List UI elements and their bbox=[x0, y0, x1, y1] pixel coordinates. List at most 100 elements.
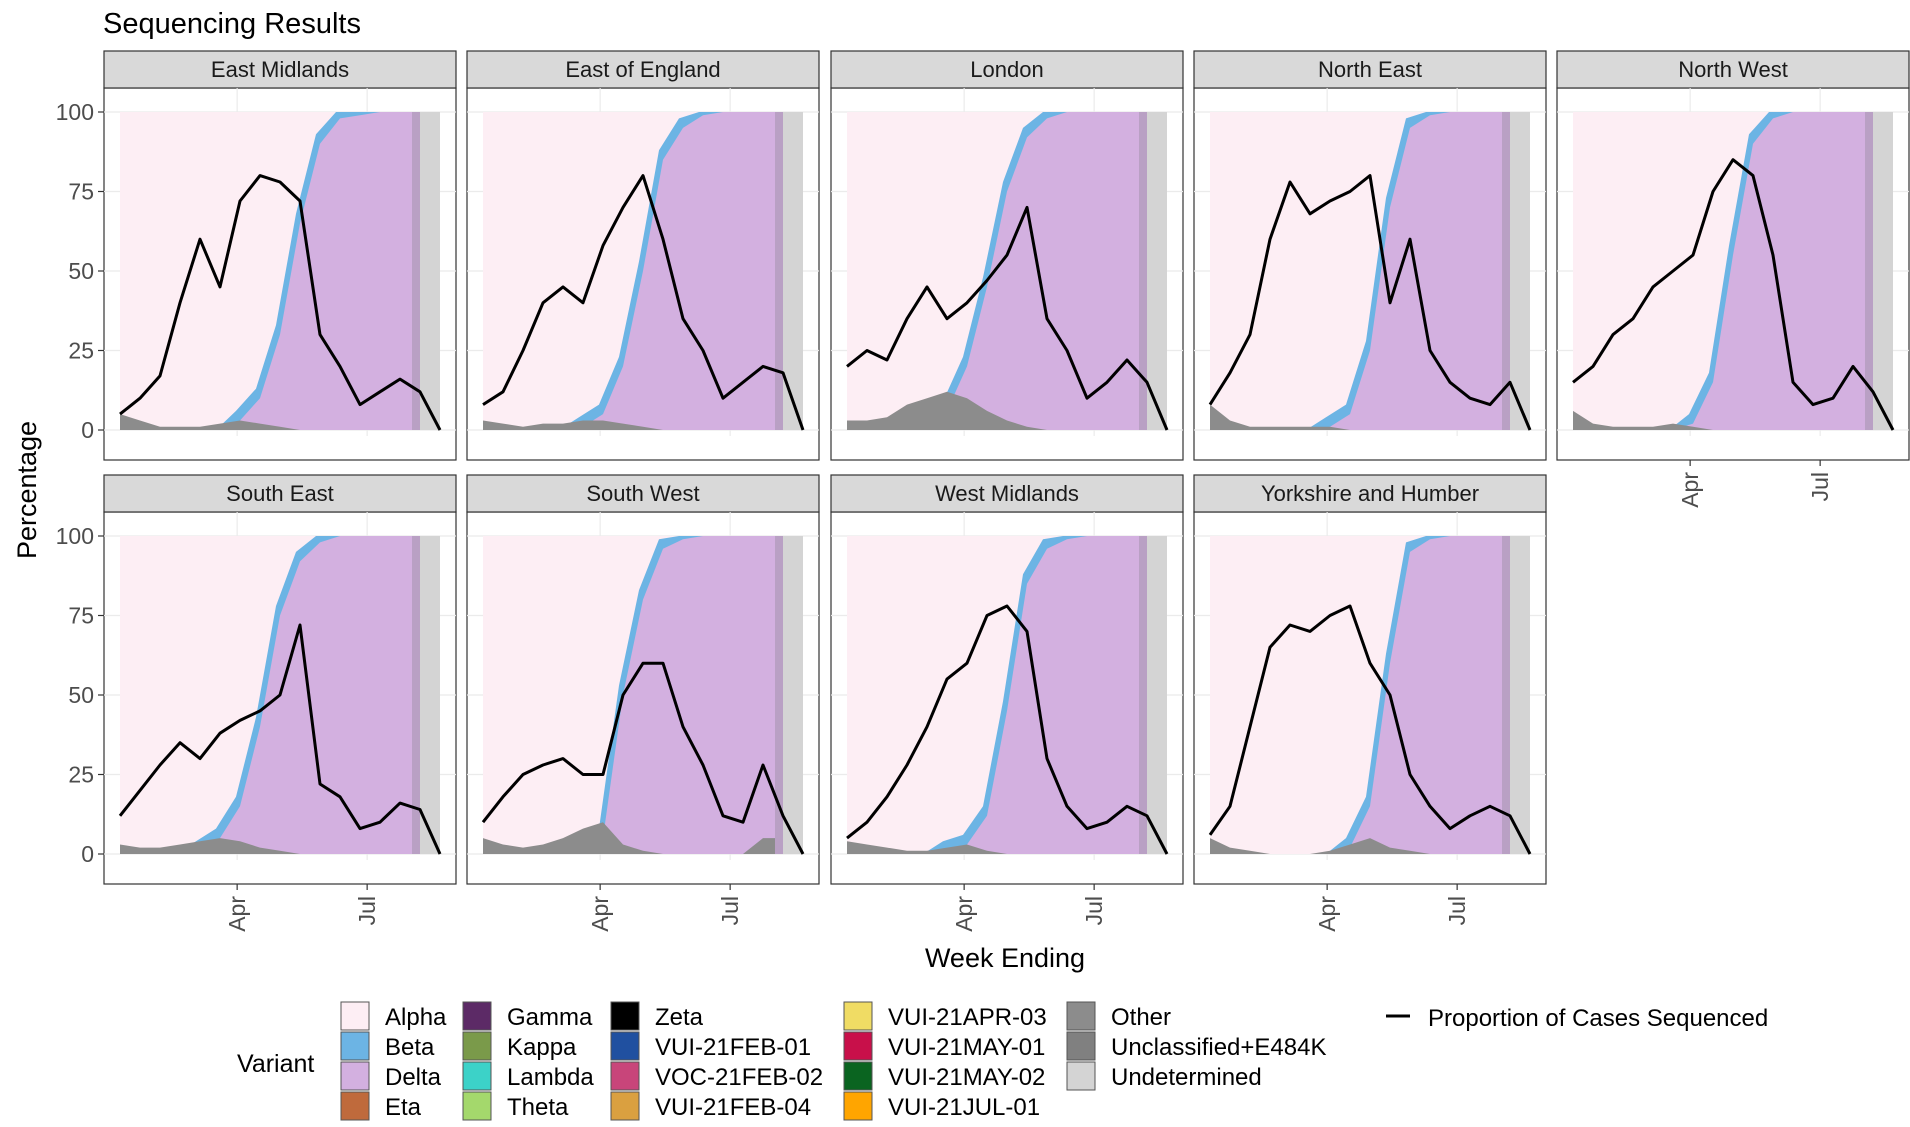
panel-strip-label: London bbox=[970, 57, 1043, 82]
panel-strip-label: North West bbox=[1678, 57, 1788, 82]
other-variant-area bbox=[483, 822, 803, 854]
panel-strip bbox=[830, 50, 1184, 89]
x-tick-label: Jul bbox=[1807, 472, 1833, 501]
legend-label: VUI-21FEB-04 bbox=[655, 1094, 811, 1121]
panel-strip-label: East of England bbox=[565, 57, 720, 82]
x-tick-label: Apr bbox=[951, 896, 977, 932]
legend-label: Other bbox=[1111, 1004, 1171, 1031]
legend-swatch bbox=[462, 1061, 492, 1091]
x-tick-label: Jul bbox=[717, 896, 743, 925]
legend-swatch bbox=[462, 1091, 492, 1121]
unclassified-area bbox=[775, 536, 783, 854]
y-tick-label: 50 bbox=[68, 682, 94, 708]
proportion-sequenced-line bbox=[1572, 158, 1895, 431]
x-tick-label: Jul bbox=[1444, 896, 1470, 925]
legend-label: Beta bbox=[385, 1034, 435, 1061]
undetermined-area bbox=[1510, 112, 1530, 430]
panel-strip-label: South West bbox=[586, 481, 699, 506]
other-variant-area bbox=[1573, 410, 1893, 430]
x-tick-label: Apr bbox=[1677, 472, 1703, 508]
legend: Variant Alpha Beta Delta Eta Gamma Kappa Lambda… bbox=[237, 1001, 1768, 1121]
y-tick-label: 0 bbox=[81, 841, 94, 867]
undetermined-area bbox=[783, 112, 803, 430]
legend-label: Lambda bbox=[507, 1064, 594, 1091]
panel-strip-label: South East bbox=[226, 481, 334, 506]
legend-line-label: Proportion of Cases Sequenced bbox=[1428, 1005, 1768, 1032]
legend-swatch bbox=[1066, 1061, 1096, 1091]
panel-north-east: North East bbox=[1193, 50, 1547, 461]
legend-label: VOC-21FEB-02 bbox=[655, 1064, 823, 1091]
y-tick-label: 25 bbox=[68, 762, 94, 788]
legend-swatch bbox=[340, 1061, 370, 1091]
panel-strip bbox=[466, 50, 820, 89]
undetermined-area bbox=[1873, 112, 1893, 430]
unclassified-area bbox=[412, 112, 420, 430]
legend-label: Zeta bbox=[655, 1004, 704, 1031]
legend-label: VUI-21MAY-01 bbox=[888, 1034, 1045, 1061]
panel-strip bbox=[103, 474, 457, 513]
panel-south-east: South East 0 25 50 75 100 Apr Jul bbox=[56, 474, 457, 932]
legend-swatch bbox=[843, 1031, 873, 1061]
unclassified-area bbox=[775, 112, 783, 430]
legend-swatch bbox=[340, 1031, 370, 1061]
unclassified-area bbox=[1139, 536, 1147, 854]
undetermined-area bbox=[1147, 112, 1167, 430]
panel-east-midlands: East Midlands 0 25 50 75 100 bbox=[56, 50, 457, 461]
legend-label: VUI-21JUL-01 bbox=[888, 1094, 1040, 1121]
legend-label: Theta bbox=[507, 1094, 569, 1121]
legend-swatch bbox=[1066, 1031, 1096, 1061]
panel-strip-label: North East bbox=[1318, 57, 1422, 82]
unclassified-area bbox=[1139, 112, 1147, 430]
undetermined-area bbox=[420, 112, 440, 430]
proportion-sequenced-line bbox=[1208, 604, 1532, 855]
y-tick-label: 75 bbox=[68, 179, 94, 205]
other-variant-area bbox=[847, 391, 1167, 430]
undetermined-area bbox=[1147, 536, 1167, 854]
legend-label: Kappa bbox=[507, 1034, 577, 1061]
legend-swatch bbox=[462, 1001, 492, 1031]
panel-south-west: South West Apr Jul bbox=[466, 474, 820, 932]
legend-title: Variant bbox=[237, 1050, 314, 1078]
unclassified-area bbox=[1502, 536, 1510, 854]
panel-strip bbox=[1556, 50, 1910, 89]
y-tick-label: 50 bbox=[68, 258, 94, 284]
legend-swatch bbox=[610, 1061, 640, 1091]
other-variant-area bbox=[1210, 838, 1530, 854]
panel-london: London bbox=[830, 50, 1184, 461]
legend-swatch bbox=[340, 1091, 370, 1121]
unclassified-area bbox=[1502, 112, 1510, 430]
panel-strip bbox=[1193, 474, 1547, 513]
proportion-sequenced-line bbox=[482, 174, 805, 431]
delta-area bbox=[483, 536, 803, 854]
y-tick-label: 100 bbox=[56, 99, 94, 125]
x-tick-label: Apr bbox=[224, 896, 250, 932]
panel-strip-label: East Midlands bbox=[211, 57, 349, 82]
x-tick-label: Jul bbox=[1081, 896, 1107, 925]
x-tick-label: Apr bbox=[1314, 896, 1340, 932]
legend-label: VUI-21MAY-02 bbox=[888, 1064, 1045, 1091]
panel-east-of-england: East of England bbox=[466, 50, 820, 461]
other-variant-area bbox=[120, 414, 440, 430]
panel-yorkshire-and-humber: Yorkshire and Humber Apr Jul bbox=[1193, 474, 1547, 932]
panel-strip bbox=[466, 474, 820, 513]
y-tick-label: 25 bbox=[68, 338, 94, 364]
legend-label: Delta bbox=[385, 1064, 442, 1091]
legend-swatch bbox=[1066, 1001, 1096, 1031]
legend-swatch bbox=[843, 1091, 873, 1121]
panel-strip bbox=[1193, 50, 1547, 89]
other-variant-area bbox=[120, 838, 440, 854]
legend-swatch bbox=[610, 1091, 640, 1121]
delta-area bbox=[483, 112, 803, 430]
legend-label: VUI-21FEB-01 bbox=[655, 1034, 811, 1061]
legend-label: VUI-21APR-03 bbox=[888, 1004, 1047, 1031]
legend-label: Gamma bbox=[507, 1004, 593, 1031]
delta-area bbox=[120, 112, 440, 430]
panel-strip bbox=[830, 474, 1184, 513]
delta-area bbox=[1573, 112, 1893, 430]
x-tick-label: Apr bbox=[587, 896, 613, 932]
legend-label: Alpha bbox=[385, 1004, 447, 1031]
proportion-sequenced-line bbox=[846, 205, 1169, 431]
other-variant-area bbox=[1210, 404, 1530, 430]
proportion-sequenced-line bbox=[846, 604, 1169, 855]
